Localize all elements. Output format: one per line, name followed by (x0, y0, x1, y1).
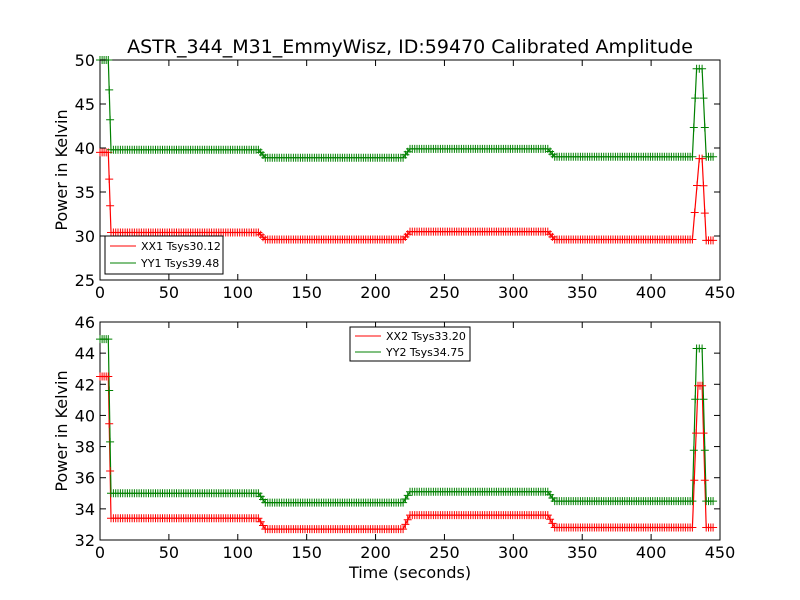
series-line-2 (100, 338, 714, 504)
bottom-x-ticks: 0 50 100 150 200 250 300 350 400 450 (95, 322, 735, 562)
top-plot-frame (99, 59, 721, 281)
x-tick-label: 150 (291, 283, 322, 302)
legend-label-yy1: YY1 Tsys39.48 (140, 257, 219, 270)
y-tick-label: 40 (75, 139, 95, 158)
y-tick-label: 38 (75, 438, 95, 457)
top-series-markers (96, 56, 718, 245)
y-tick-label: 42 (75, 375, 95, 394)
x-tick-label: 350 (567, 543, 598, 562)
y-tick-label: 45 (75, 95, 95, 114)
top-panel: 0 50 100 150 200 250 300 350 400 450 25 30 35 40 45 50… (52, 51, 735, 302)
series-markers-1 (96, 372, 718, 534)
x-tick-label: 300 (498, 283, 529, 302)
y-tick-label: 44 (75, 344, 95, 363)
y-tick-label: 40 (75, 406, 95, 425)
bottom-y-ticks: 32 34 36 38 40 42 44 46 (75, 313, 720, 550)
x-tick-label: 0 (95, 283, 105, 302)
x-tick-label: 300 (498, 543, 529, 562)
y-tick-label: 36 (75, 469, 95, 488)
x-tick-label: 50 (159, 543, 179, 562)
x-tick-label: 200 (360, 283, 391, 302)
legend-label-xx2: XX2 Tsys33.20 (386, 330, 466, 343)
y-tick-label: 30 (75, 227, 95, 246)
x-tick-label: 100 (223, 543, 254, 562)
top-y-axis-label: Power in Kelvin (52, 109, 71, 230)
x-tick-label: 450 (705, 283, 736, 302)
y-tick-label: 25 (75, 271, 95, 290)
series-line-1 (100, 375, 714, 530)
top-legend: XX1 Tsys30.12 YY1 Tsys39.48 (104, 235, 224, 275)
x-tick-label: 0 (95, 543, 105, 562)
x-axis-label: Time (seconds) (348, 563, 471, 582)
x-tick-label: 350 (567, 283, 598, 302)
legend-label-yy2: YY2 Tsys34.75 (385, 346, 464, 359)
y-tick-label: 46 (75, 313, 95, 332)
y-tick-label: 50 (75, 51, 95, 70)
y-tick-label: 34 (75, 500, 95, 519)
top-legend-box (104, 235, 224, 275)
x-tick-label: 150 (291, 543, 322, 562)
bottom-series-lines (100, 338, 714, 530)
legend-label-xx1: XX1 Tsys30.12 (141, 240, 221, 253)
x-tick-label: 50 (159, 283, 179, 302)
bottom-series-markers (96, 335, 718, 534)
bottom-legend: XX2 Tsys33.20 YY2 Tsys34.75 (349, 326, 471, 362)
bottom-panel: 0 50 100 150 200 250 300 350 400 450 32 34 36 38 40 42… (52, 313, 735, 582)
x-tick-label: 100 (223, 283, 254, 302)
x-tick-label: 450 (705, 543, 736, 562)
bottom-legend-box (349, 326, 471, 362)
series-line-2 (100, 59, 714, 159)
series-markers-2 (96, 56, 718, 162)
x-tick-label: 400 (636, 283, 667, 302)
top-x-ticks: 0 50 100 150 200 250 300 350 400 450 (95, 60, 735, 302)
y-tick-label: 35 (75, 183, 95, 202)
bottom-y-axis-label: Power in Kelvin (52, 370, 71, 491)
series-line-1 (100, 151, 714, 241)
x-tick-label: 250 (429, 283, 460, 302)
series-markers-2 (96, 335, 718, 507)
y-tick-label: 32 (75, 531, 95, 550)
x-tick-label: 400 (636, 543, 667, 562)
series-markers-1 (96, 148, 718, 245)
x-tick-label: 200 (360, 543, 391, 562)
x-tick-label: 250 (429, 543, 460, 562)
bottom-plot-frame (99, 321, 721, 541)
chart-title: ASTR_344_M31_EmmyWisz, ID:59470 Calibrat… (127, 36, 693, 58)
top-y-ticks: 25 30 35 40 45 50 (75, 51, 720, 290)
